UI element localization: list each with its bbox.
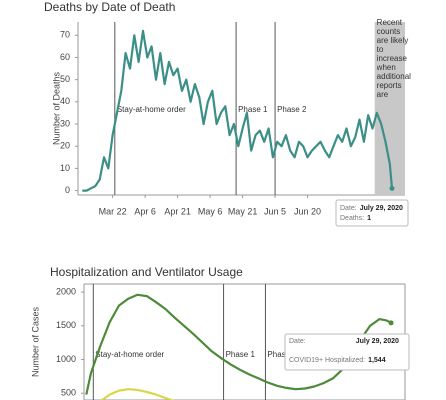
chart-title: Deaths by Date of Death	[44, 0, 175, 14]
y-tick-label: 1500	[56, 320, 76, 330]
tooltip-date-label: Date:	[289, 338, 306, 345]
event-label: Phase 1	[238, 105, 268, 114]
y-tick-label: 2000	[56, 286, 76, 296]
y-tick-label: 500	[61, 388, 76, 398]
tooltip-line: Deaths: 1	[340, 215, 371, 222]
event-label: Phase 1	[226, 350, 256, 359]
y-tick-label: 1000	[56, 354, 76, 364]
tooltip-line: COVID19+ Hospitalized: 1,544	[289, 357, 386, 364]
y-axis-label: Number of Cases	[30, 306, 40, 377]
tooltip-value-label: Deaths:	[340, 215, 364, 222]
event-label: Stay-at-home order	[95, 350, 164, 359]
tooltip-value: 1	[367, 215, 371, 222]
chart: Hospitalization and Ventilator Usage Numb…	[30, 265, 410, 400]
y-tick-label: 60	[60, 52, 70, 62]
x-tick-label: Jun 5	[264, 206, 286, 216]
y-tick-label: 40	[60, 96, 70, 106]
chart-title: Hospitalization and Ventilator Usage	[50, 265, 243, 279]
event-label: Stay-at-home order	[117, 105, 186, 114]
x-tick-label: Jun 20	[294, 206, 321, 216]
chart: Deaths by Date of Death Number of Deaths R…	[44, 0, 411, 227]
x-tick-label: May 21	[228, 206, 258, 216]
y-tick-label: 20	[60, 141, 70, 151]
shade-note: Recent counts are likely to increase whe…	[377, 18, 411, 98]
tooltip-date-label: Date:	[340, 205, 357, 212]
tooltip-box	[284, 333, 410, 371]
y-tick-label: 50	[60, 74, 70, 84]
y-tick-label: 0	[65, 185, 70, 195]
tooltip-value-label: COVID19+ Hospitalized:	[289, 357, 365, 364]
event-label: Phase 2	[277, 105, 307, 114]
tooltip-line: Date: July 29, 2020	[289, 338, 399, 345]
y-axis-label: Number of Deaths	[51, 71, 61, 145]
y-tick-label: 70	[60, 30, 70, 40]
x-tick-label: Mar 22	[99, 206, 127, 216]
y-tick-label: 10	[60, 163, 70, 173]
tooltip-date: July 29, 2020	[360, 205, 403, 212]
y-tick-label: 30	[60, 118, 70, 128]
x-tick-label: May 6	[198, 206, 223, 216]
tooltip-box	[335, 199, 409, 227]
tooltip-date: July 29, 2020	[356, 338, 399, 345]
hover-point	[389, 185, 395, 191]
series-line	[82, 29, 394, 192]
shade-label: Recent counts are likely to increase whe…	[376, 18, 411, 98]
x-tick-label: Apr 6	[134, 206, 156, 216]
event-label: Phase 2	[267, 350, 297, 359]
hover-point	[388, 320, 394, 326]
x-tick-label: Apr 21	[164, 206, 191, 216]
series-line	[100, 388, 175, 400]
tooltip-value: 1,544	[368, 357, 386, 364]
tooltip-line: Date: July 29, 2020	[340, 205, 403, 212]
